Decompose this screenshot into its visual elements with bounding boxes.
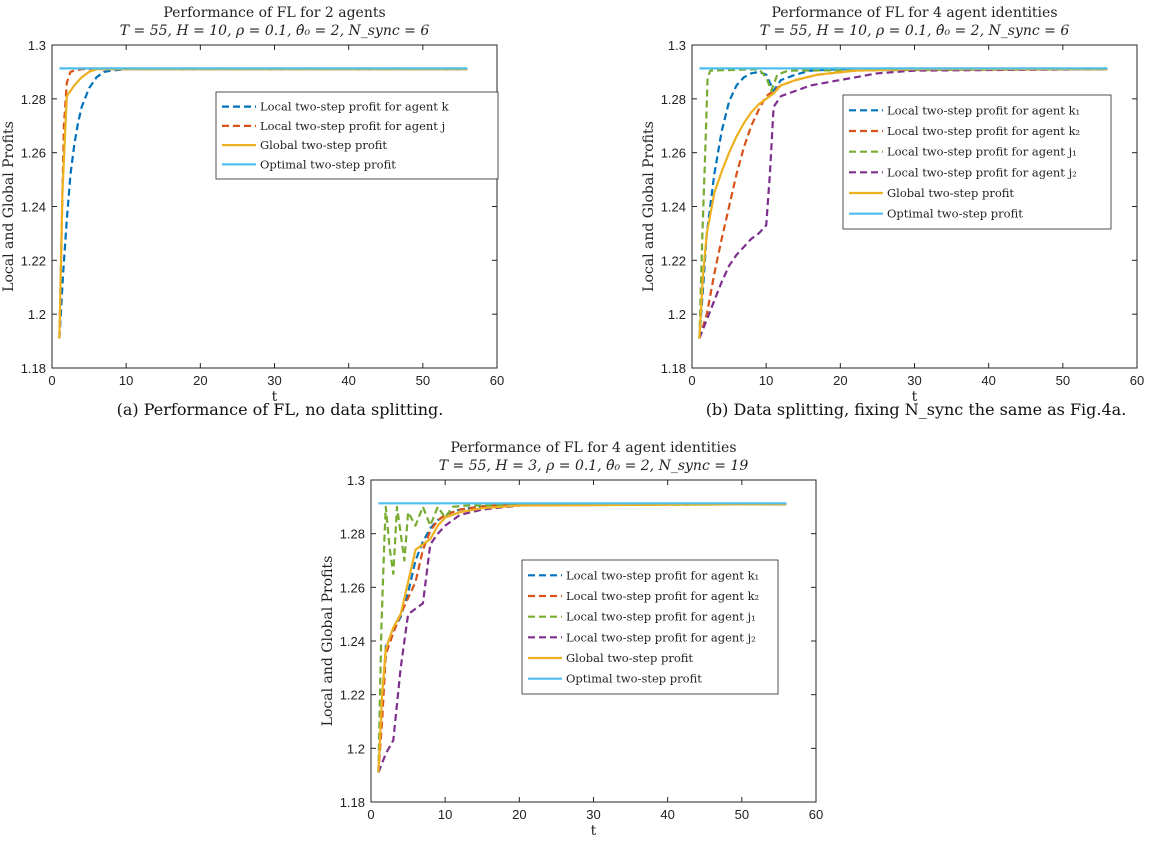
legend: Local two-step profit for agent k₁ Local …	[842, 94, 1112, 230]
series-line-3	[58, 68, 468, 339]
y-tick-label: 1.24	[21, 200, 46, 215]
x-tick-label: 50	[1056, 373, 1070, 388]
x-tick-label: 0	[48, 373, 55, 388]
y-tick-label: 1.18	[340, 795, 365, 810]
y-axis-label: Local and Global Profits	[1, 121, 17, 292]
y-tick-label: 1.28	[661, 92, 686, 107]
series-line-2	[377, 503, 787, 773]
x-tick-label: 50	[735, 807, 749, 822]
series-line-3	[377, 503, 787, 773]
y-tick-label: 1.28	[340, 527, 365, 542]
legend-label-4: Optimal two-step profit	[260, 157, 396, 171]
legend: Local two-step profit for agent k₁ Local …	[521, 559, 779, 695]
y-axis-label: Local and Global Profits	[320, 556, 336, 727]
x-axis-label: t	[272, 389, 278, 405]
legend-label-6: Optimal two-step profit	[887, 207, 1023, 221]
y-tick-label: 1.18	[21, 361, 46, 376]
chart-3: Performance of FL for 4 agent identities…	[320, 440, 823, 839]
y-axis-label: Local and Global Profits	[641, 121, 657, 292]
x-tick-label: 10	[438, 807, 452, 822]
x-axis-label: t	[912, 389, 918, 405]
series-line-1	[698, 68, 1108, 339]
chart-subtitle: T = 55, H = 3, ρ = 0.1, θ̂₀ = 2, N_sync …	[439, 458, 749, 474]
x-tick-label: 10	[759, 373, 773, 388]
chart-title: Performance of FL for 4 agent identities	[450, 440, 736, 456]
chart-1: Performance of FL for 2 agents T = 55, H …	[1, 5, 504, 419]
y-tick-label: 1.24	[340, 634, 365, 649]
chart-subtitle: T = 55, H = 10, ρ = 0.1, θ̂₀ = 2, N_sync…	[760, 23, 1070, 39]
legend-label-3: Global two-step profit	[260, 138, 387, 152]
y-tick-label: 1.24	[661, 200, 686, 215]
y-tick-label: 1.3	[347, 473, 365, 488]
x-axis-label: t	[591, 823, 597, 839]
series-line-3	[698, 68, 1108, 339]
legend-label-1: Local two-step profit for agent k	[260, 100, 450, 114]
x-tick-label: 10	[119, 373, 133, 388]
series-line-4	[698, 68, 1108, 339]
y-tick-label: 1.18	[661, 361, 686, 376]
legend-label-3: Local two-step profit for agent j₁	[566, 610, 756, 624]
x-tick-label: 60	[490, 373, 504, 388]
x-tick-label: 30	[267, 373, 281, 388]
legend-box	[521, 559, 779, 695]
x-tick-label: 40	[981, 373, 995, 388]
y-tick-label: 1.26	[340, 580, 365, 595]
y-tick-label: 1.22	[21, 253, 46, 268]
legend-label-2: Local two-step profit for agent k₂	[887, 124, 1080, 138]
y-tick-label: 1.22	[661, 253, 686, 268]
y-tick-label: 1.22	[340, 688, 365, 703]
series-line-1	[58, 68, 468, 339]
y-tick-label: 1.3	[28, 38, 46, 53]
legend-label-3: Local two-step profit for agent j₁	[887, 145, 1077, 159]
legend-box	[842, 94, 1112, 230]
chart-subtitle: T = 55, H = 10, ρ = 0.1, θ̂₀ = 2, N_sync…	[120, 23, 430, 39]
legend-label-5: Global two-step profit	[887, 186, 1014, 200]
x-tick-label: 60	[809, 807, 823, 822]
x-tick-label: 0	[688, 373, 695, 388]
legend-label-6: Optimal two-step profit	[566, 672, 702, 686]
legend-label-4: Local two-step profit for agent j₂	[566, 630, 756, 644]
series-line-5	[377, 503, 787, 773]
x-tick-label: 40	[341, 373, 355, 388]
legend: Local two-step profit for agent k Local t…	[215, 91, 499, 180]
legend-label-2: Local two-step profit for agent j	[260, 119, 445, 133]
legend-label-2: Local two-step profit for agent k₂	[566, 589, 759, 603]
x-tick-label: 40	[660, 807, 674, 822]
y-tick-label: 1.3	[668, 38, 686, 53]
y-tick-label: 1.2	[668, 307, 686, 322]
chart-title: Performance of FL for 4 agent identities	[771, 5, 1057, 21]
y-tick-label: 1.2	[28, 307, 46, 322]
legend-box	[215, 91, 499, 180]
x-tick-label: 20	[512, 807, 526, 822]
legend-label-5: Global two-step profit	[566, 651, 693, 665]
y-tick-label: 1.26	[661, 146, 686, 161]
x-tick-label: 20	[193, 373, 207, 388]
legend-label-4: Local two-step profit for agent j₂	[887, 165, 1077, 179]
figure-caption: (b) Data splitting, fixing N_sync the sa…	[706, 400, 1127, 419]
x-tick-label: 60	[1130, 373, 1144, 388]
y-tick-label: 1.2	[347, 741, 365, 756]
series-line-5	[698, 68, 1108, 339]
x-tick-label: 0	[367, 807, 374, 822]
legend-label-1: Local two-step profit for agent k₁	[566, 568, 759, 582]
legend-label-1: Local two-step profit for agent k₁	[887, 103, 1080, 117]
chart-title: Performance of FL for 2 agents	[163, 5, 385, 21]
x-tick-label: 20	[833, 373, 847, 388]
y-tick-label: 1.26	[21, 146, 46, 161]
chart-2: Performance of FL for 4 agent identities…	[641, 5, 1144, 419]
x-tick-label: 50	[416, 373, 430, 388]
y-tick-label: 1.28	[21, 92, 46, 107]
figure-caption: (a) Performance of FL, no data splitting…	[117, 400, 444, 419]
x-tick-label: 30	[907, 373, 921, 388]
x-tick-label: 30	[586, 807, 600, 822]
